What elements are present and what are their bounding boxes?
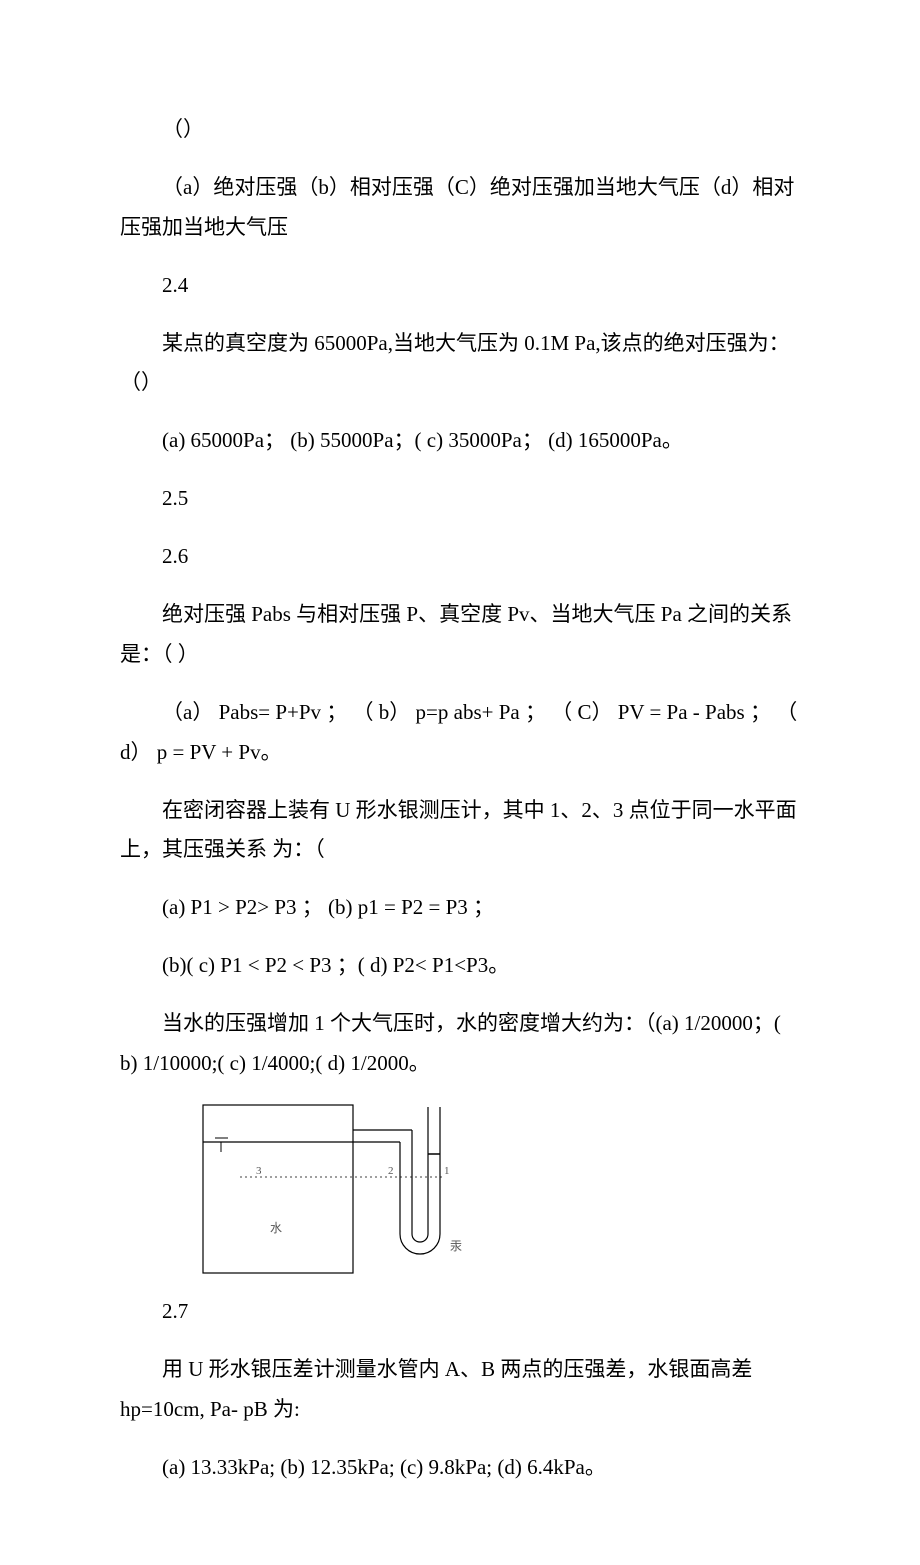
question-number: 2.4: [120, 266, 800, 306]
paragraph: （）: [120, 110, 800, 150]
u-tube-diagram: 3 2 1 水 汞: [200, 1102, 800, 1277]
paragraph: （a） Pabs= P+Pv ； （ b） p=p abs+ Pa ； （ C）…: [120, 693, 800, 773]
paragraph: 当水的压强增加 1 个大气压时，水的密度增大约为：（(a) 1/20000；( …: [120, 1004, 800, 1084]
svg-text:3: 3: [256, 1165, 262, 1177]
paragraph: 绝对压强 Pabs 与相对压强 P、真空度 Pv、当地大气压 Pa 之间的关系是…: [120, 595, 800, 675]
paragraph: 某点的真空度为 65000Pa,当地大气压为 0.1M Pa,该点的绝对压强为：…: [120, 324, 800, 404]
paragraph: (b)( c) P1 < P2 < P3 ；( d) P2< P1<P3。: [120, 946, 800, 986]
svg-text:2: 2: [388, 1165, 394, 1177]
paragraph: (a) 65000Pa； (b) 55000Pa；( c) 35000Pa； (…: [120, 421, 800, 461]
question-number: 2.7: [120, 1292, 800, 1332]
diagram-label-mercury: 汞: [450, 1239, 462, 1253]
svg-text:1: 1: [444, 1165, 450, 1177]
question-number: 2.6: [120, 537, 800, 577]
paragraph: (a) 13.33kPa; (b) 12.35kPa; (c) 9.8kPa; …: [120, 1448, 800, 1488]
paragraph: (a) P1 > P2> P3 ； (b) p1 = P2 = P3 ；: [120, 888, 800, 928]
diagram-label-water: 水: [270, 1221, 282, 1235]
diagram-svg: 3 2 1 水 汞: [200, 1102, 490, 1277]
paragraph: （a）绝对压强（b）相对压强（C）绝对压强加当地大气压（d）相对压强加当地大气压: [120, 168, 800, 248]
question-number: 2.5: [120, 479, 800, 519]
paragraph: 用 U 形水银压差计测量水管内 A、B 两点的压强差，水银面高差hp=10cm,…: [120, 1350, 800, 1430]
paragraph: 在密闭容器上装有 U 形水银测压计，其中 1、2、3 点位于同一水平面上，其压强…: [120, 791, 800, 871]
